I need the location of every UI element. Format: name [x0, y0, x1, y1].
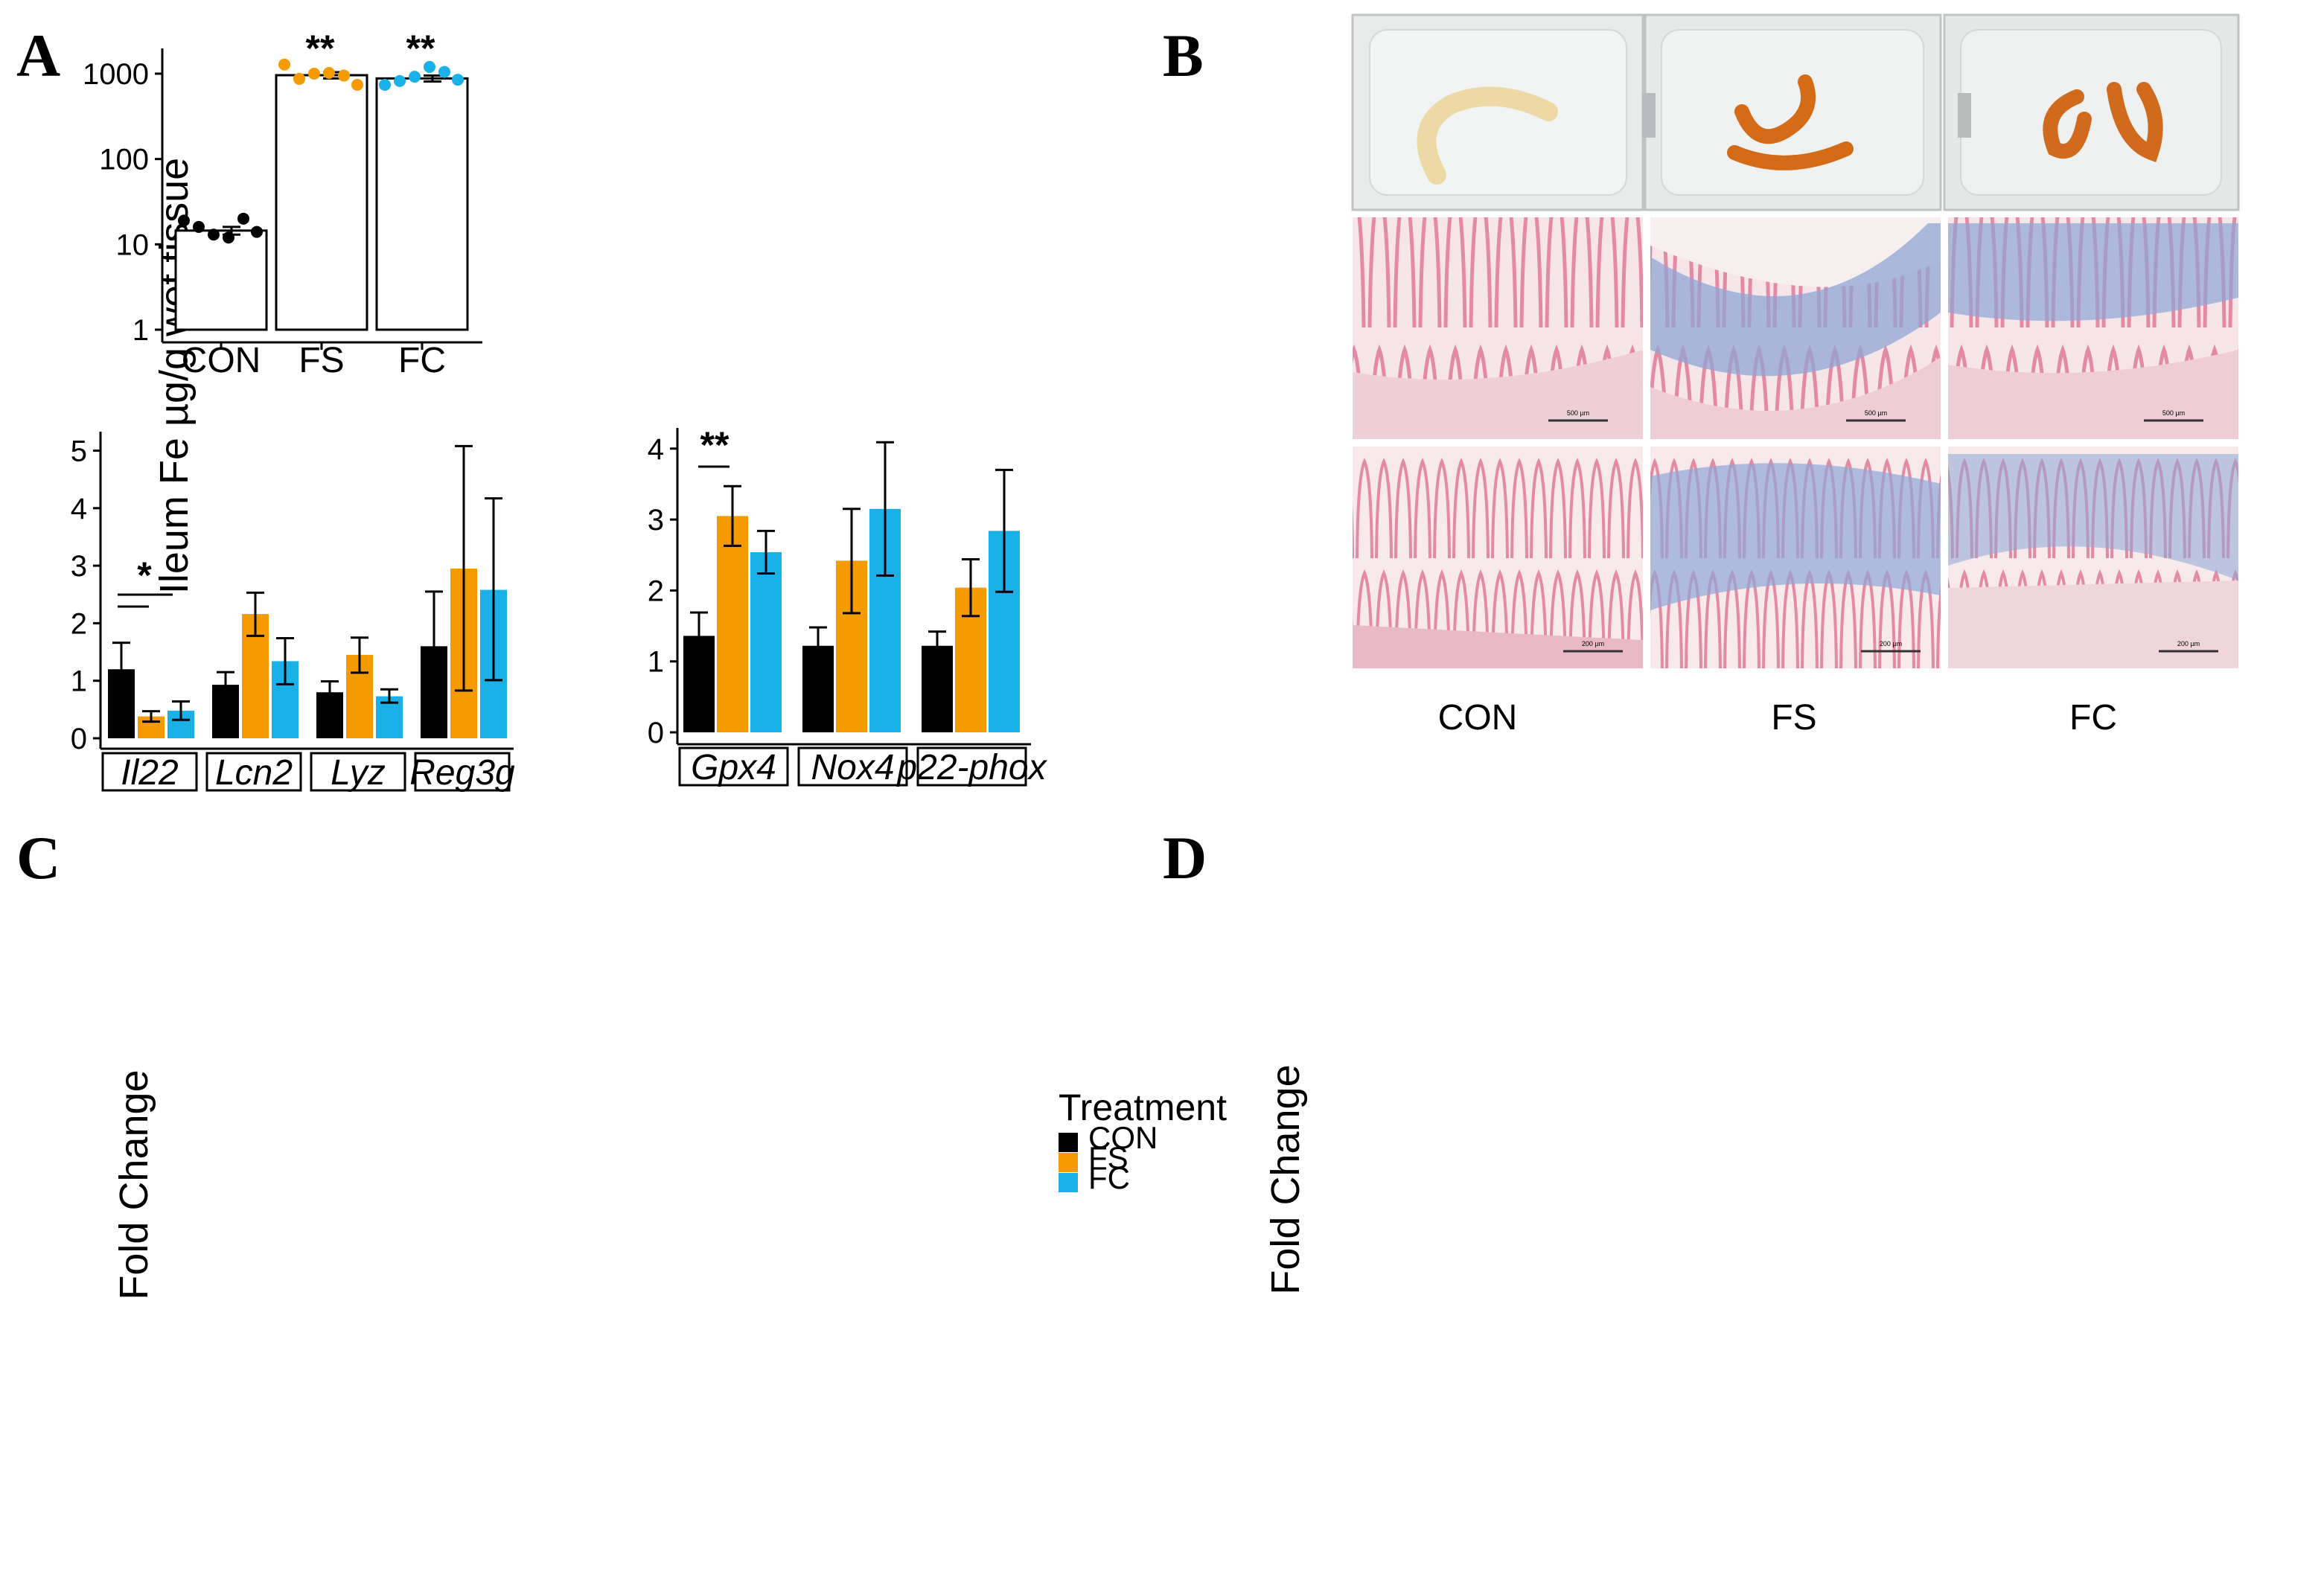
histology-high-fc: 200 µm: [1948, 447, 2238, 668]
panel-c-y-tick-label: 5: [71, 435, 87, 468]
panel-c-y-tick-label: 4: [71, 493, 87, 525]
panel-letter-a: A: [16, 22, 60, 89]
panel-a-data-point-fc: [394, 74, 406, 87]
panel-b-label-con: CON: [1438, 698, 1518, 738]
panel-a-data-point-fs: [338, 69, 350, 82]
panel-a-x-tick-label-fs: FS: [299, 341, 344, 380]
panel-a-y-tick-label: 1000: [83, 58, 149, 91]
legend-swatch-fc: [1059, 1173, 1078, 1192]
panel-d-bar-gpx4-fs: [717, 516, 748, 732]
panel-a-y-tick-label: 100: [99, 144, 149, 176]
legend-label-fs: FS: [1088, 1140, 1129, 1175]
panel-d-y-axis-title: Fold Change: [1263, 1064, 1308, 1294]
panel-a-data-point-fc: [409, 71, 421, 83]
panel-c-facet-box-il22: [101, 752, 198, 792]
panel-d-y-tick-label: 2: [648, 575, 664, 607]
legend-label-con: CON: [1088, 1120, 1158, 1155]
legend-label-fc: FC: [1088, 1160, 1130, 1195]
scale-bar-label: 200 µm: [1880, 640, 1902, 647]
panel-d-chart: Fold Change 0 1 2 3 4 Gpx4 Nox4 p22-phox **: [648, 424, 1308, 1295]
panel-d-facet-box-nox4: [797, 746, 908, 787]
panel-d-y-tick-label: 4: [648, 433, 664, 466]
panel-d-bar-gpx4-fc: [750, 551, 782, 732]
panel-a-significance-fs: **: [306, 28, 335, 69]
panel-a-data-point-fs: [323, 67, 335, 80]
panel-c-facet-label-lcn2: Lcn2: [215, 753, 293, 793]
panel-c-significance-label: *: [137, 554, 152, 596]
panel-b-label-fs: FS: [1771, 698, 1816, 738]
panel-c-y-tick-label: 2: [71, 607, 87, 640]
scale-bar-label: 200 µm: [1582, 640, 1604, 647]
panel-b-images: 500 µm 500 µm 500 µm 200 µm: [1351, 13, 2240, 738]
legend-swatch-fs: [1059, 1153, 1078, 1172]
panel-d-y-tick-label: 3: [648, 504, 664, 537]
panel-a-data-point-con: [178, 214, 190, 227]
gross-photo-fc: [1943, 13, 2240, 211]
panel-c-y-tick-label: 1: [71, 665, 87, 698]
scale-bar-label: 500 µm: [1865, 409, 1887, 417]
scale-bar-label: 500 µm: [1567, 409, 1589, 417]
panel-c-facet-box-lyz: [310, 752, 406, 792]
panel-a-x-tick-label-con: CON: [182, 341, 261, 380]
histology-low-fc: 500 µm: [1948, 217, 2238, 439]
panel-a-data-point-fc: [424, 60, 435, 73]
panel-letter-c: C: [16, 824, 60, 892]
scale-bar-label: 500 µm: [2162, 409, 2185, 417]
panel-d-significance-label: **: [700, 424, 730, 466]
panel-d-facet-label-nox4: Nox4: [811, 748, 894, 787]
scale-bar-label: 200 µm: [2177, 640, 2200, 647]
panel-c-facet-label-il22: Il22: [121, 753, 178, 793]
panel-a-significance-fc: **: [406, 28, 435, 69]
panel-a-bar-con: [174, 229, 268, 331]
panel-c-y-axis-title: Fold Change: [112, 1069, 156, 1299]
panel-a-data-point-fs: [278, 58, 290, 71]
panel-a-data-point-fc: [452, 74, 464, 86]
panel-a-data-point-fs: [293, 72, 305, 85]
histology-low-fs: 500 µm: [1650, 217, 1941, 439]
histology-low-con: 500 µm: [1353, 217, 1643, 439]
panel-a-data-point-con: [193, 220, 205, 233]
panel-a-data-point-fs: [351, 78, 363, 91]
panel-c-y-tick-label: 0: [71, 723, 87, 755]
panel-c-y-tick-label: 3: [71, 550, 87, 583]
panel-d-facet-box-p22-phox: [916, 746, 1027, 787]
panel-a-data-point-con: [251, 226, 263, 238]
panel-c-facet-label-lyz: Lyz: [331, 753, 386, 793]
panel-a-data-point-fc: [379, 78, 391, 91]
panel-a-y-tick-label: 1: [133, 314, 149, 347]
panel-d-y-tick-label: 1: [648, 646, 664, 679]
panel-a-x-tick-label-fc: FC: [398, 341, 446, 380]
panel-a-bar-fs: [275, 74, 368, 331]
panel-letter-b: B: [1163, 22, 1204, 89]
legend-swatch-con: [1059, 1133, 1078, 1152]
panel-c-facet-box-lcn2: [205, 752, 302, 792]
panel-a-y-tick-label: 10: [116, 228, 150, 261]
histology-high-fs: 200 µm: [1650, 447, 1941, 668]
gross-photo-fs: [1642, 13, 1942, 211]
panel-a-data-point-fs: [308, 68, 320, 80]
panel-c-facet-box-reg3g: [414, 752, 511, 792]
panel-a-data-point-fc: [438, 65, 450, 78]
panel-d-facet-label-p22-phox: p22-phox: [896, 748, 1047, 787]
panel-d-facet-box-gpx4: [678, 746, 789, 787]
panel-c-chart: Fold Change 0 1 2 3 4 5 Il22 Lcn2 Lyz Reg3g *: [71, 432, 515, 1300]
panel-c-facet-label-reg3g: Reg3g: [409, 753, 515, 793]
panel-b-label-fc: FC: [2069, 698, 2117, 738]
panel-a-data-point-con: [223, 231, 234, 244]
panel-d-facet-label-gpx4: Gpx4: [691, 748, 776, 787]
legend-title: Treatment: [1059, 1087, 1227, 1128]
panel-d-y-tick-label: 0: [648, 717, 664, 749]
panel-a-bar-fc: [375, 77, 469, 331]
gross-photo-con: [1351, 13, 1644, 211]
panel-a-data-point-con: [208, 228, 220, 241]
histology-high-con: 200 µm: [1353, 447, 1643, 668]
panel-a-data-point-con: [237, 212, 249, 225]
panel-letter-d: D: [1163, 824, 1207, 892]
